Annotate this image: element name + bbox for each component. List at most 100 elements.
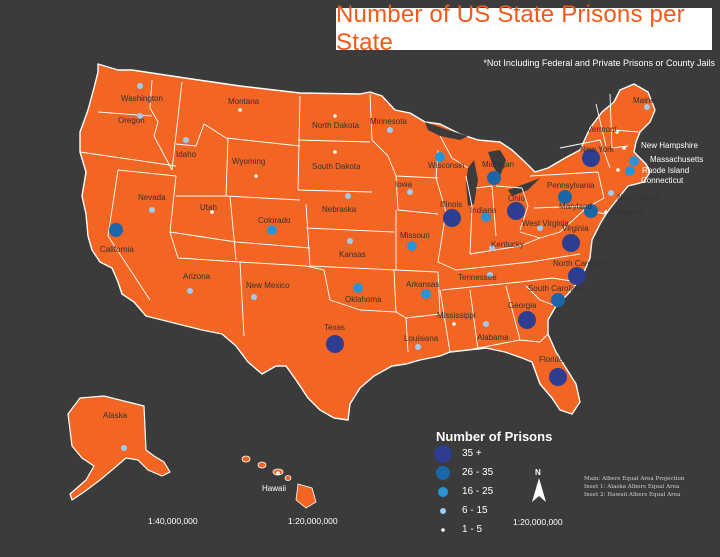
- marker-minnesota: [387, 127, 393, 133]
- state-label-pennsylvania: Pennsylvania: [547, 181, 595, 190]
- marker-west-virginia: [537, 225, 543, 231]
- marker-arizona: [187, 288, 193, 294]
- state-label-maine: Maine: [633, 96, 655, 105]
- state-label-texas: Texas: [324, 323, 345, 332]
- state-label-west-virginia: West Virginia: [522, 219, 569, 228]
- marker-kentucky: [489, 245, 495, 251]
- marker-indiana: [481, 212, 491, 222]
- marker-south-dakota: [333, 150, 337, 154]
- marker-nevada: [149, 207, 155, 213]
- legend-label: 6 - 15: [462, 505, 488, 516]
- marker-wyoming: [254, 174, 258, 178]
- marker-tennessee: [487, 272, 493, 278]
- state-label-north-carolina: North Carolina: [553, 259, 605, 268]
- marker-virginia: [562, 234, 580, 252]
- marker-hawaii: [276, 471, 280, 475]
- marker-oklahoma: [353, 283, 363, 293]
- state-label-iowa: Iowa: [395, 180, 412, 189]
- state-label-new-york: New York: [580, 145, 614, 154]
- marker-alabama: [483, 321, 489, 327]
- projection-note-inset1: Inset 1: Alaska Albers Equal Area: [584, 484, 680, 490]
- state-label-maryland: Maryland: [559, 202, 592, 211]
- marker-pennsylvania: [558, 190, 572, 204]
- marker-montana: [238, 108, 242, 112]
- marker-south-carolina: [551, 293, 565, 307]
- legend-label: 16 - 25: [462, 486, 494, 497]
- lake-huron: [488, 150, 506, 176]
- marker-mississippi: [452, 322, 456, 326]
- state-label-arkansas: Arkansas: [406, 280, 440, 289]
- state-label-oklahoma: Oklahoma: [345, 295, 382, 304]
- legend-label: 1 - 5: [462, 524, 483, 535]
- map-subtitle: *Not Including Federal and Private Priso…: [483, 58, 715, 68]
- lake-erie: [508, 178, 540, 196]
- legend-title: Number of Prisons: [436, 429, 553, 444]
- state-label-ohio: Ohio: [508, 194, 525, 203]
- marker-arkansas: [421, 289, 431, 299]
- marker-iowa: [407, 189, 413, 195]
- legend-swatch-6-15: [440, 508, 446, 514]
- marker-utah: [210, 210, 214, 214]
- marker-oregon: [137, 113, 143, 119]
- legend-swatches: [434, 445, 452, 532]
- title-banner: Number of US State Prisons per State: [336, 1, 712, 56]
- state-label-tennessee: Tennessee: [458, 273, 497, 282]
- hawaii-islands: [241, 455, 317, 509]
- projection-note-inset2: Inset 2: Hawaii Albers Equal Area: [584, 492, 681, 498]
- state-label-hawaii: Hawaii: [262, 484, 287, 493]
- state-label-nevada: Nevada: [138, 193, 166, 202]
- alaska-landmass: [67, 395, 171, 501]
- marker-vermont: [615, 130, 619, 134]
- marker-new-mexico: [251, 294, 257, 300]
- state-label-alabama: Alabama: [477, 333, 509, 342]
- state-label-massachusetts: Massachusetts: [650, 155, 704, 164]
- marker-nebraska: [345, 193, 351, 199]
- marker-michigan: [487, 171, 501, 185]
- state-label-vermont: Vermont: [587, 125, 617, 134]
- state-label-virginia: Virginia: [562, 224, 589, 233]
- marker-new-york: [582, 149, 600, 167]
- marker-delaware: [604, 210, 608, 214]
- state-label-missouri: Missouri: [400, 231, 430, 240]
- prison-count-markers: [109, 83, 650, 475]
- marker-california: [109, 223, 123, 237]
- state-label-delaware: Delaware: [610, 208, 644, 217]
- marker-maryland: [584, 204, 598, 218]
- marker-missouri: [407, 241, 417, 251]
- state-label-wyoming: Wyoming: [232, 157, 266, 166]
- legend-label: 35 +: [462, 448, 482, 459]
- contiguous-us-landmass: [79, 63, 656, 421]
- marker-new-hampshire: [622, 146, 626, 150]
- marker-kansas: [347, 238, 353, 244]
- state-label-north-dakota: North Dakota: [312, 121, 360, 130]
- state-label-montana: Montana: [228, 97, 260, 106]
- state-label-minnesota: Minnesota: [370, 117, 407, 126]
- marker-alaska: [121, 445, 127, 451]
- map-title: Number of US State Prisons per State: [336, 1, 685, 56]
- lake-superior: [425, 122, 468, 140]
- state-label-idaho: Idaho: [176, 150, 197, 159]
- marker-washington: [137, 83, 143, 89]
- state-label-georgia: Georgia: [508, 301, 537, 310]
- marker-north-dakota: [333, 114, 337, 118]
- state-label-florida: Florida: [539, 355, 564, 364]
- marker-wisconsin: [435, 152, 445, 162]
- lake-michigan: [466, 160, 478, 206]
- state-label-oregon: Oregon: [118, 116, 145, 125]
- state-label-illinois: Illinois: [440, 200, 463, 209]
- marker-florida: [549, 368, 567, 386]
- legend-swatch-16-25: [438, 487, 448, 497]
- state-label-new-jersey: New Jersey: [617, 193, 659, 202]
- state-label-alaska: Alaska: [103, 411, 128, 420]
- marker-new-jersey: [608, 190, 614, 196]
- marker-connecticut: [625, 166, 635, 176]
- state-label-south-carolina: South Carolina: [528, 284, 581, 293]
- marker-north-carolina: [568, 267, 586, 285]
- state-label-kentucky: Kentucky: [491, 240, 524, 249]
- north-arrow: [532, 478, 546, 502]
- state-label-wisconsin: Wisconsin: [428, 161, 465, 170]
- north-label: N: [535, 468, 541, 477]
- state-label-connecticut: Connecticut: [641, 176, 684, 185]
